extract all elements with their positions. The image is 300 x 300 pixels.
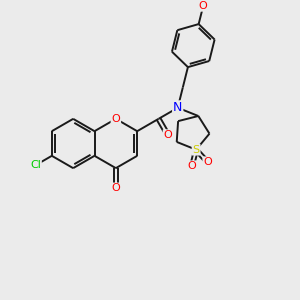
Text: N: N bbox=[173, 101, 182, 114]
Text: O: O bbox=[112, 183, 120, 194]
Text: O: O bbox=[112, 114, 120, 124]
Text: O: O bbox=[188, 161, 196, 171]
Text: O: O bbox=[199, 1, 208, 11]
Text: O: O bbox=[164, 130, 172, 140]
Text: Cl: Cl bbox=[30, 160, 41, 170]
Text: S: S bbox=[193, 145, 200, 155]
Text: O: O bbox=[203, 157, 212, 167]
